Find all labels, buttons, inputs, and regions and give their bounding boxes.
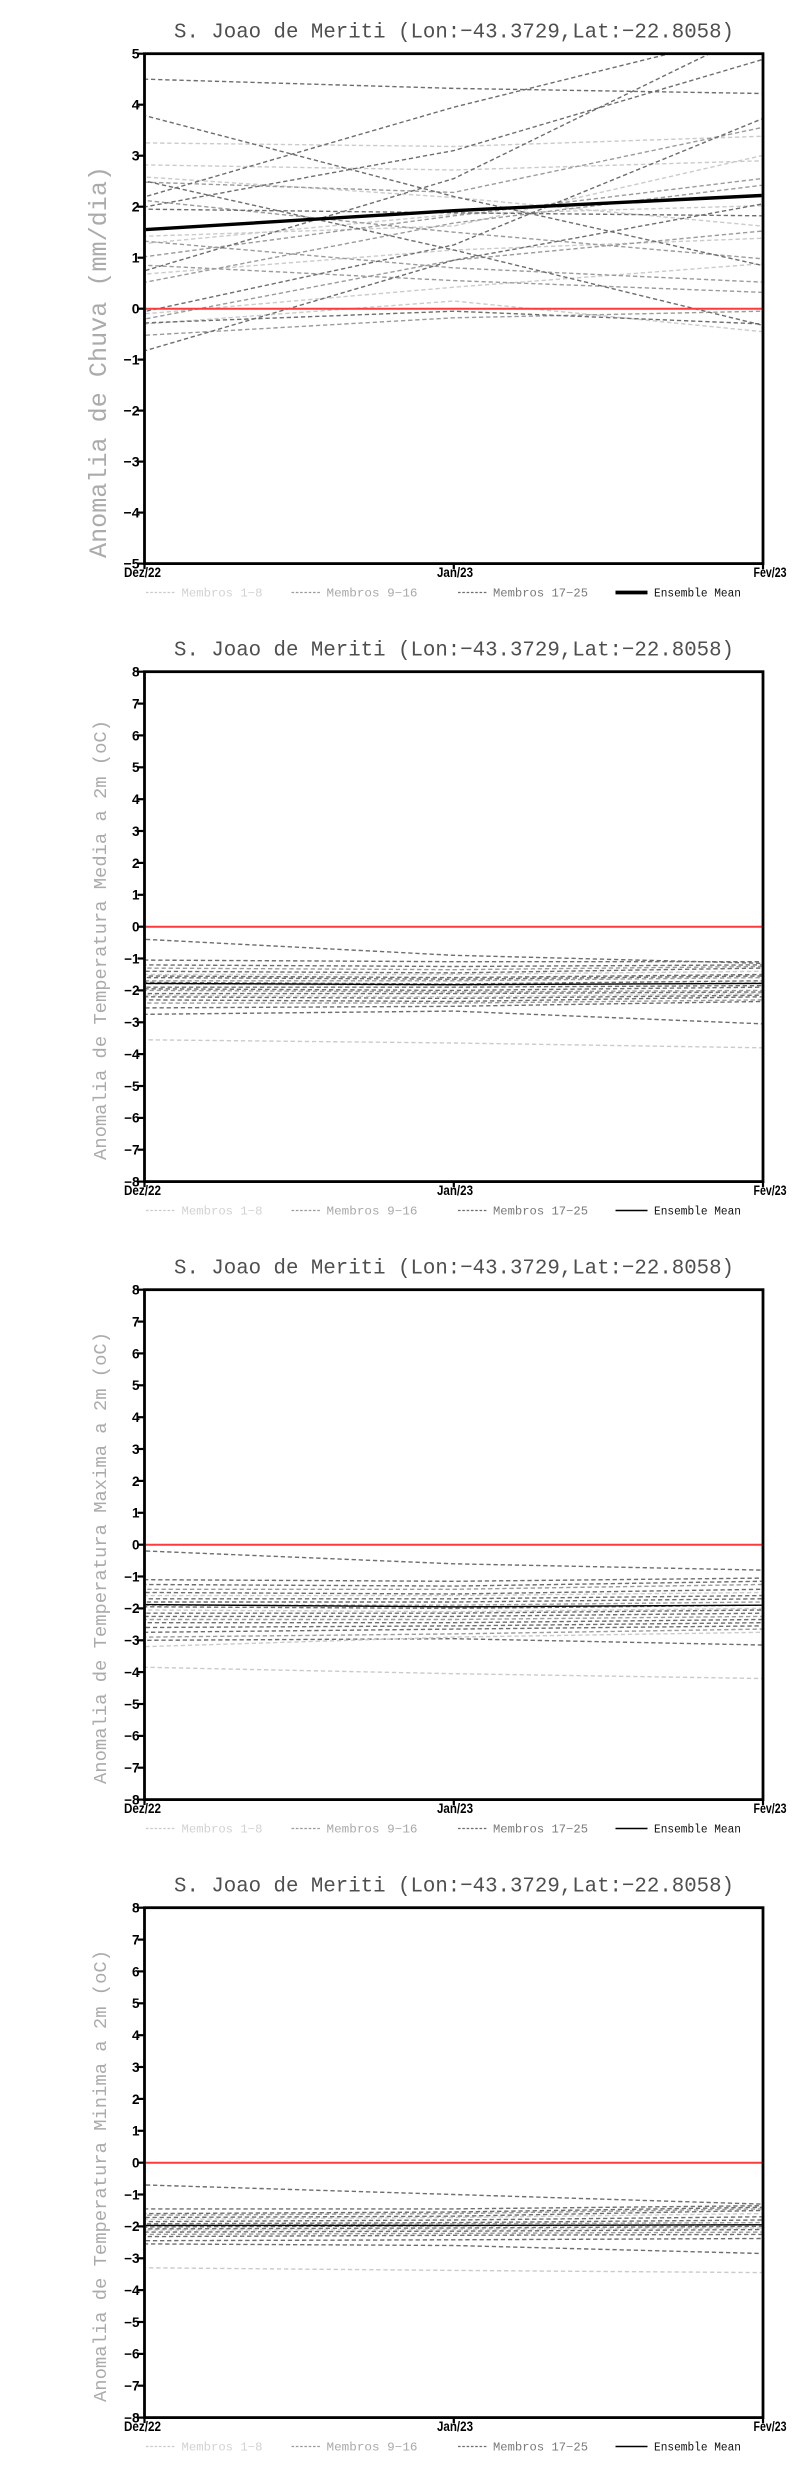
svg-text:5: 5: [132, 1378, 140, 1393]
svg-text:Membros 17−25: Membros 17−25: [493, 1823, 588, 1836]
svg-text:Anomalia de Chuva (mm/dia): Anomalia de Chuva (mm/dia): [85, 166, 114, 558]
svg-text:Dez/22: Dez/22: [124, 2419, 161, 2434]
svg-text:Fev/23: Fev/23: [754, 565, 787, 580]
svg-text:Membros 9−16: Membros 9−16: [327, 587, 418, 600]
svg-text:−6: −6: [124, 1729, 140, 1744]
svg-text:1: 1: [132, 1506, 140, 1521]
svg-text:3: 3: [132, 824, 140, 839]
svg-text:Membros 1−8: Membros 1−8: [182, 1205, 263, 1218]
svg-text:Dez/22: Dez/22: [124, 565, 161, 580]
svg-text:Anomalia de Temperatura Maxima: Anomalia de Temperatura Maxima a 2m (oC): [90, 1332, 112, 1784]
svg-text:Ensemble Mean: Ensemble Mean: [654, 1205, 741, 1218]
svg-text:1: 1: [132, 2124, 140, 2139]
svg-text:Membros 1−8: Membros 1−8: [182, 2441, 263, 2454]
svg-text:7: 7: [132, 1314, 140, 1329]
svg-text:Membros 17−25: Membros 17−25: [493, 1205, 588, 1218]
svg-text:Membros 17−25: Membros 17−25: [493, 587, 588, 600]
svg-text:Membros 1−8: Membros 1−8: [182, 587, 263, 600]
svg-text:S. Joao de Meriti (Lon:−43.372: S. Joao de Meriti (Lon:−43.3729,Lat:−22.…: [174, 1875, 734, 1899]
svg-text:Dez/22: Dez/22: [124, 1801, 161, 1816]
svg-text:Dez/22: Dez/22: [124, 1183, 161, 1198]
svg-text:1: 1: [132, 250, 140, 266]
svg-text:−4: −4: [124, 1047, 140, 1062]
svg-text:−8: −8: [124, 1175, 140, 1190]
svg-text:Fev/23: Fev/23: [754, 1801, 787, 1816]
svg-text:5: 5: [132, 760, 140, 775]
svg-text:−7: −7: [124, 1761, 139, 1776]
svg-text:−5: −5: [124, 2315, 140, 2330]
svg-text:6: 6: [132, 1964, 140, 1979]
svg-text:−1: −1: [124, 951, 140, 966]
svg-text:S. Joao de Meriti (Lon:−43.372: S. Joao de Meriti (Lon:−43.3729,Lat:−22.…: [174, 1257, 734, 1281]
svg-text:3: 3: [132, 148, 140, 164]
svg-text:6: 6: [132, 1346, 140, 1361]
svg-text:Membros 9−16: Membros 9−16: [327, 1823, 418, 1836]
svg-text:0: 0: [132, 2156, 140, 2171]
svg-text:Membros 9−16: Membros 9−16: [327, 1205, 418, 1218]
svg-text:0: 0: [132, 1538, 140, 1553]
svg-text:7: 7: [132, 1932, 140, 1947]
svg-text:−1: −1: [124, 352, 140, 368]
svg-text:Membros 1−8: Membros 1−8: [182, 1823, 263, 1836]
svg-text:−4: −4: [124, 2283, 140, 2298]
svg-text:Fev/23: Fev/23: [754, 1183, 787, 1198]
svg-text:−3: −3: [124, 1015, 140, 1030]
svg-text:−5: −5: [124, 1697, 140, 1712]
svg-text:−2: −2: [124, 983, 139, 998]
svg-text:Ensemble Mean: Ensemble Mean: [654, 2441, 741, 2454]
svg-text:S. Joao de Meriti (Lon:−43.372: S. Joao de Meriti (Lon:−43.3729,Lat:−22.…: [174, 639, 734, 663]
svg-text:−5: −5: [124, 1079, 140, 1094]
svg-text:4: 4: [132, 1410, 140, 1425]
svg-text:Jan/23: Jan/23: [437, 1801, 473, 1816]
svg-text:3: 3: [132, 1442, 140, 1457]
svg-text:Jan/23: Jan/23: [437, 565, 473, 580]
svg-text:Membros 9−16: Membros 9−16: [327, 2441, 418, 2454]
svg-text:−3: −3: [124, 1633, 140, 1648]
svg-text:−5: −5: [124, 556, 140, 572]
svg-text:−1: −1: [124, 1569, 140, 1584]
svg-text:−7: −7: [124, 2379, 139, 2394]
svg-text:Membros 17−25: Membros 17−25: [493, 2441, 588, 2454]
svg-text:5: 5: [132, 46, 140, 62]
svg-text:−3: −3: [124, 2251, 140, 2266]
svg-text:5: 5: [132, 1996, 140, 2011]
svg-text:−2: −2: [124, 2219, 139, 2234]
svg-text:2: 2: [132, 856, 140, 871]
svg-text:−4: −4: [124, 505, 140, 521]
svg-text:−2: −2: [124, 403, 140, 419]
svg-text:8: 8: [132, 1283, 140, 1298]
svg-text:2: 2: [132, 2092, 140, 2107]
svg-text:Jan/23: Jan/23: [437, 2419, 473, 2434]
svg-text:2: 2: [132, 1474, 140, 1489]
svg-text:0: 0: [132, 920, 140, 935]
svg-text:−7: −7: [124, 1143, 139, 1158]
svg-text:Anomalia de Temperatura Minima: Anomalia de Temperatura Minima a 2m (oC): [90, 1950, 112, 2402]
svg-text:Anomalia de Temperatura Media: Anomalia de Temperatura Media a 2m (oC): [90, 720, 112, 1160]
svg-text:−1: −1: [124, 2187, 140, 2202]
svg-text:4: 4: [132, 2028, 140, 2043]
svg-text:−4: −4: [124, 1665, 140, 1680]
svg-text:1: 1: [132, 888, 140, 903]
svg-text:Jan/23: Jan/23: [437, 1183, 473, 1198]
svg-text:4: 4: [132, 792, 140, 807]
svg-text:−6: −6: [124, 1111, 140, 1126]
svg-text:0: 0: [132, 301, 140, 317]
svg-text:−8: −8: [124, 1793, 140, 1808]
svg-text:3: 3: [132, 2060, 140, 2075]
svg-text:−6: −6: [124, 2347, 140, 2362]
svg-text:8: 8: [132, 665, 140, 680]
svg-text:−2: −2: [124, 1601, 139, 1616]
svg-text:Fev/23: Fev/23: [754, 2419, 787, 2434]
svg-text:2: 2: [132, 199, 140, 215]
svg-text:4: 4: [132, 97, 140, 113]
svg-text:7: 7: [132, 696, 140, 711]
svg-text:S. Joao de Meriti (Lon:−43.372: S. Joao de Meriti (Lon:−43.3729,Lat:−22.…: [174, 21, 734, 45]
svg-text:−8: −8: [124, 2411, 140, 2426]
svg-text:−3: −3: [124, 454, 140, 470]
svg-text:Ensemble Mean: Ensemble Mean: [654, 587, 741, 600]
svg-text:6: 6: [132, 728, 140, 743]
svg-text:Ensemble Mean: Ensemble Mean: [654, 1823, 741, 1836]
svg-text:8: 8: [132, 1901, 140, 1916]
